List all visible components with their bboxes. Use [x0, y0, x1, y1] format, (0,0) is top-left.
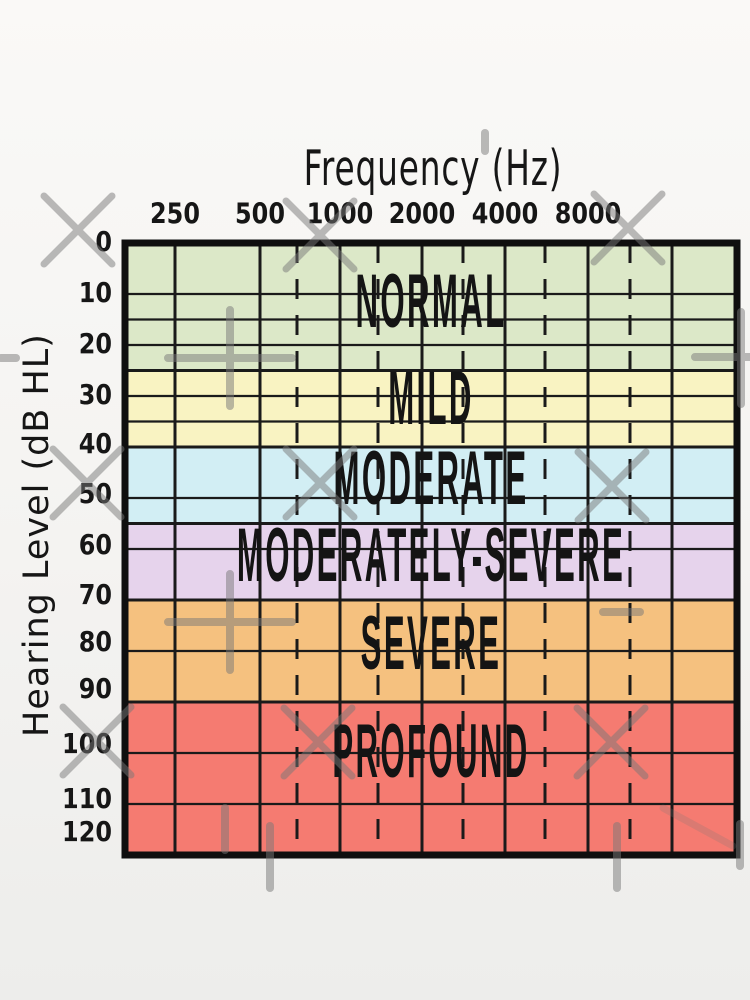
watermark-x-icon: [40, 192, 116, 268]
y-tick-60: 60: [78, 529, 112, 562]
y-tick-30: 30: [78, 379, 112, 412]
watermark-x-icon: [59, 703, 135, 779]
watermark-x-icon: [49, 445, 125, 521]
band-label-severe: SEVERE: [360, 602, 502, 686]
y-tick-110: 110: [62, 783, 112, 816]
x-tick-4000: 4000: [471, 198, 539, 232]
watermark-x-icon: [282, 197, 358, 273]
band-label-moderately-severe: MODERATELY-SEVERE: [236, 514, 626, 598]
watermark-plus-icon: [691, 308, 750, 408]
watermark-x-icon: [280, 704, 356, 780]
watermark-x-icon: [573, 704, 649, 780]
x-tick-250: 250: [150, 198, 200, 232]
y-tick-90: 90: [78, 673, 112, 706]
x-tick-500: 500: [235, 198, 285, 232]
watermark-x-icon: [282, 445, 358, 521]
watermark-x-icon: [574, 448, 650, 524]
band-label-mild: MILD: [388, 357, 474, 441]
band-label-moderate: MODERATE: [333, 437, 529, 522]
y-tick-10: 10: [78, 277, 112, 310]
y-tick-20: 20: [78, 328, 112, 361]
band-label-profound: PROFOUND: [332, 709, 530, 794]
watermark-plus-icon: [164, 570, 296, 674]
watermark-x-icon: [590, 190, 666, 266]
y-tick-40: 40: [78, 428, 112, 461]
x-axis-title: Frequency (Hz): [303, 140, 563, 198]
y-tick-120: 120: [62, 816, 112, 849]
y-tick-70: 70: [78, 579, 112, 612]
x-tick-2000: 2000: [388, 198, 456, 232]
band-label-normal: NORMAL: [355, 260, 507, 344]
y-tick-80: 80: [78, 626, 112, 659]
watermark-plus-icon: [164, 306, 296, 410]
watermark-x-icon: [659, 804, 737, 850]
